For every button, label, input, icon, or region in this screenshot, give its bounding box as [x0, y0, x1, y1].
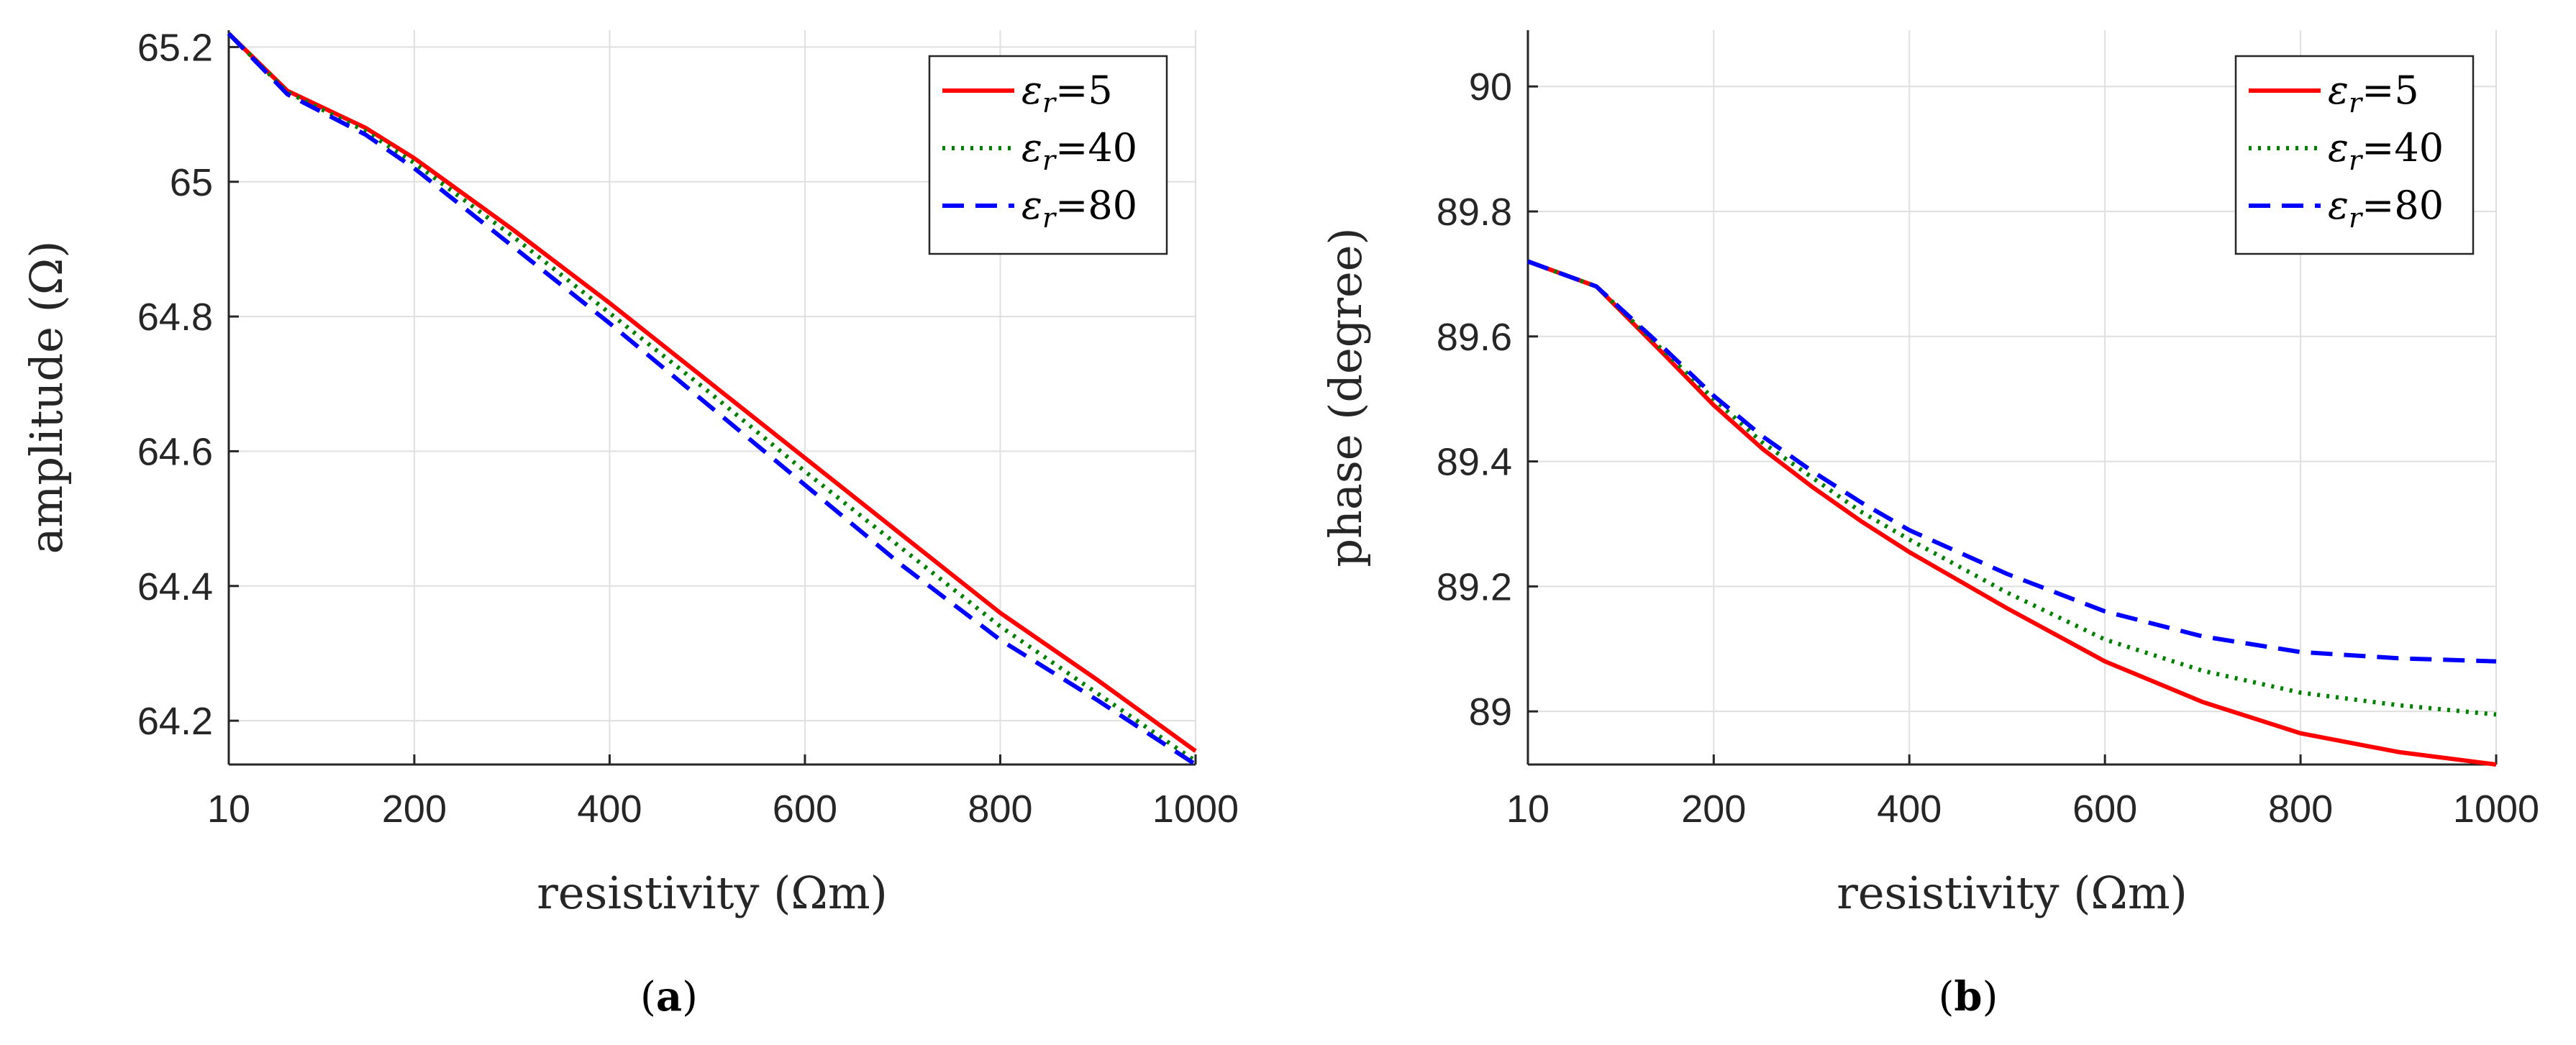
y-tick-label: 89.8 — [1437, 191, 1512, 234]
y-tick-label: 90 — [1469, 65, 1512, 109]
legend-label-er-5: εr=5 — [2328, 68, 2419, 119]
series-line-er-40 — [1526, 259, 2497, 717]
y-tick-label: 65 — [170, 161, 213, 204]
x-axis-label: resistivity (Ωm) — [537, 867, 888, 919]
legend-label-er-40: εr=40 — [2328, 125, 2444, 176]
legend-label-er-5: εr=5 — [1021, 68, 1113, 119]
legend-label-er-80: εr=80 — [1021, 183, 1137, 234]
y-tick-label: 89.6 — [1437, 316, 1512, 359]
legend: εr=5 εr=40 εr=80 — [928, 55, 1168, 255]
y-tick-label: 65.2 — [137, 26, 213, 69]
x-tick-label: 800 — [2268, 788, 2333, 831]
y-tick-label: 64.6 — [137, 430, 213, 473]
legend-label-er-80: εr=80 — [2328, 183, 2444, 234]
x-tick-label: 800 — [968, 788, 1032, 831]
y-tick-label: 89.4 — [1437, 441, 1512, 484]
x-tick-label: 1000 — [2453, 788, 2539, 831]
legend-label-er-40: εr=40 — [1021, 125, 1137, 176]
series-line-er-80 — [227, 32, 1197, 767]
panel-caption: (b) — [1939, 973, 1998, 1021]
x-tick-label: 400 — [1877, 788, 1942, 831]
x-tick-label: 10 — [207, 788, 250, 831]
x-tick-label: 400 — [577, 788, 642, 831]
x-tick-label: 1000 — [1152, 788, 1239, 831]
chart-panel-b: 10 200 400 600 800 1000 89 89.2 89.4 89.6 89.8 90 re… — [1319, 30, 2539, 1021]
x-tick-label: 600 — [2072, 788, 2137, 831]
series-line-er-80 — [1526, 259, 2497, 664]
series-line-er-5 — [1526, 259, 2497, 767]
y-tick-label: 89.2 — [1437, 565, 1512, 608]
chart-panel-a: 10 200 400 600 800 1000 64.2 64.4 64.6 64.8 65 65.2… — [20, 26, 1239, 1021]
x-tick-label: 600 — [773, 788, 837, 831]
x-tick-label: 10 — [1506, 788, 1549, 831]
y-tick-label: 64.2 — [137, 700, 213, 743]
y-tick-label: 89 — [1469, 690, 1512, 734]
x-tick-label: 200 — [382, 788, 447, 831]
y-axis-label: phase (degree) — [1319, 227, 1372, 567]
x-tick-label: 200 — [1681, 788, 1746, 831]
x-axis-label: resistivity (Ωm) — [1837, 867, 2188, 919]
series-line-er-5 — [227, 32, 1197, 753]
y-axis-label: amplitude (Ω) — [20, 241, 73, 555]
legend: εr=5 εr=40 εr=80 — [2234, 55, 2475, 255]
panel-caption: (a) — [640, 973, 698, 1021]
y-tick-label: 64.8 — [137, 296, 213, 339]
y-tick-label: 64.4 — [137, 565, 213, 608]
